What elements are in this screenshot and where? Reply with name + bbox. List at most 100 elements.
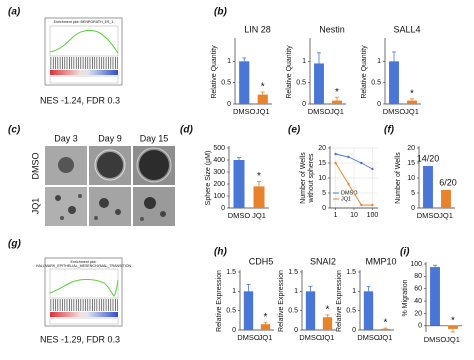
bar [314, 63, 324, 104]
bar [305, 291, 316, 330]
gsea-plot: Enrichment plot: BENPORATH_ES_1 NES -1.2… [40, 17, 123, 105]
y-tick-label: 0.5 [296, 80, 306, 87]
legend-label: DMSO [341, 190, 358, 196]
x-tick-label: 100 [367, 212, 379, 219]
point [347, 182, 350, 186]
value-label: 14/20 [417, 153, 440, 163]
series-line [335, 162, 373, 206]
y-axis-label: Number of Wells [395, 152, 402, 204]
x-tick-label: JQ1 [379, 333, 393, 342]
y-tick-label: 0.5 [371, 80, 381, 87]
point [360, 203, 363, 207]
y-tick-label: 1.5 [226, 269, 236, 276]
y-tick-label: 0 [302, 101, 306, 108]
significance-mark: * [384, 318, 388, 329]
y-axis-label: Relative Expression [336, 270, 343, 332]
y-tick-label: 20 [318, 145, 326, 152]
y-tick-label: 400 [213, 157, 225, 164]
y-tick-label: 1 [294, 288, 298, 295]
bar [239, 61, 250, 104]
y-tick-label: 0.5 [288, 308, 298, 315]
y-tick-label: 0.5 [221, 80, 231, 87]
bar [448, 325, 458, 329]
bar [430, 267, 440, 326]
x-tick-label: DMSO [237, 333, 260, 342]
x-tick-label: DMSO [424, 335, 447, 344]
x-tick-label: JQ1 [405, 107, 419, 116]
y-tick-label: 1 [377, 58, 381, 65]
x-tick-label: DMSO [299, 333, 322, 342]
chart-title: LIN 28 [244, 24, 271, 34]
bar [322, 317, 333, 330]
bar [243, 291, 254, 330]
row-label: JQ1 [30, 198, 40, 215]
y-tick-label: 20 [407, 145, 415, 152]
panel-label: (i) [400, 247, 410, 258]
chart-title: CDH5 [249, 256, 274, 266]
micro-image [45, 187, 87, 226]
y-tick-label: 0 [352, 327, 356, 334]
y-tick-label: 1 [227, 58, 231, 65]
point [371, 167, 374, 171]
y-tick-label: 0 [418, 323, 422, 330]
bar [332, 100, 342, 104]
panel-label: (d) [180, 125, 193, 136]
chart-title: Nestin [319, 24, 345, 34]
y-tick-label: 0.5 [226, 308, 236, 315]
x-tick-label: JQ1 [330, 107, 344, 116]
bar [380, 328, 391, 330]
y-tick-label: 15 [407, 160, 415, 167]
y-tick-label: 0 [227, 101, 231, 108]
x-tick-label: DMSO [308, 107, 331, 116]
y-tick-label: 5 [322, 190, 326, 197]
chart-title: MMP10 [365, 256, 396, 266]
y-tick-label: 5 [411, 190, 415, 197]
y-axis-label: Relative Expression [278, 270, 285, 332]
bar [389, 61, 399, 104]
y-tick-label: 80 [414, 273, 422, 280]
gsea-title: Enrichment plot: [71, 260, 97, 264]
chart-title: SALL4 [393, 24, 420, 34]
series-line [335, 153, 373, 170]
y-tick-label: 10 [407, 175, 415, 182]
x-tick-label: JQ1 [252, 211, 266, 220]
gsea-plot: Enrichment plot: HALLMARK_EPITHELIAL_MES… [36, 257, 132, 344]
panel-label: (g) [8, 239, 21, 250]
gsea-caption: NES -1.29, FDR 0.3 [40, 334, 120, 344]
gsea-title: Enrichment plot: BENPORATH_ES_1 [54, 20, 114, 24]
significance-mark: * [410, 89, 414, 100]
panel-label: (b) [214, 7, 227, 18]
legend-label: JQ1 [341, 196, 351, 202]
x-tick-label: JQ1 [439, 211, 453, 220]
bar [253, 186, 265, 208]
significance-mark: * [326, 305, 330, 316]
gsea-title: HALLMARK_EPITHELIAL_MESENCHYMAL_TRANSITI… [36, 264, 132, 268]
column-label: Day 15 [140, 133, 169, 143]
y-tick-label: 100 [213, 193, 225, 200]
significance-mark: * [335, 87, 339, 98]
x-tick-label: DMSO [233, 107, 256, 116]
x-tick-label: DMSO [417, 211, 440, 220]
y-axis-label: Relative Expression [216, 270, 223, 332]
y-axis-label: % Migration [402, 279, 409, 316]
y-axis-label: Number of Wells [300, 152, 307, 204]
significance-mark: * [264, 312, 268, 323]
y-tick-label: 10 [318, 175, 326, 182]
y-tick-label: 0 [221, 205, 225, 212]
y-tick-label: 100 [410, 261, 422, 268]
y-tick-label: 500 [213, 145, 225, 152]
x-tick-label: DMSO [228, 211, 251, 220]
x-tick-label: 1 [334, 212, 338, 219]
y-axis-label: Relative Quantity [211, 45, 218, 99]
x-tick-label: DMSO [357, 333, 380, 342]
point [334, 161, 337, 165]
y-tick-label: 200 [213, 181, 225, 188]
y-tick-label: 0 [232, 327, 236, 334]
value-label: 6/20 [439, 177, 457, 187]
y-tick-label: 0.5 [346, 308, 356, 315]
significance-mark: * [261, 82, 265, 93]
row-label: DMSO [30, 153, 40, 180]
y-axis-label: Relative Quantity [286, 45, 293, 99]
panel-label: (c) [8, 125, 21, 136]
